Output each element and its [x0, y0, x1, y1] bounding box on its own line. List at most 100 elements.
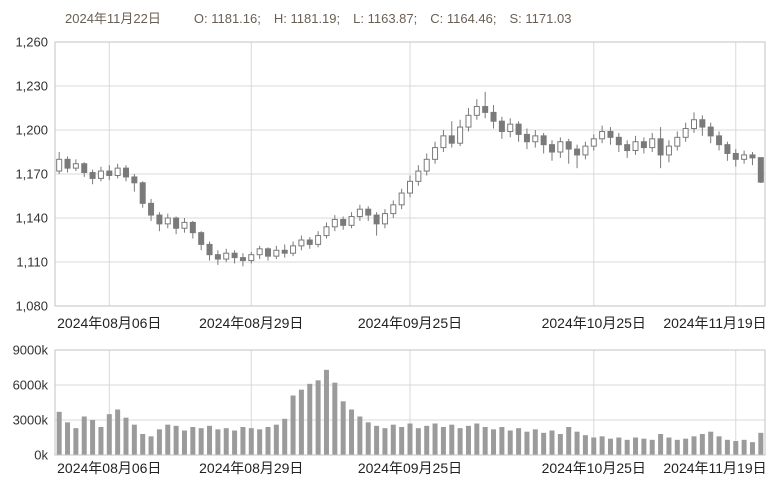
candle-body — [440, 135, 447, 149]
volume-bar — [599, 436, 605, 455]
volume-bar — [449, 424, 455, 455]
volume-bar — [65, 422, 71, 455]
candle-body — [624, 144, 631, 152]
volume-bar — [265, 427, 271, 455]
candle-body — [749, 154, 756, 159]
candle-body — [574, 148, 581, 156]
volume-bar — [424, 425, 430, 455]
volume-bar — [474, 423, 480, 455]
candle-body — [340, 218, 347, 226]
volume-bar — [365, 422, 371, 455]
volume-bar — [582, 435, 588, 455]
volume-bar — [173, 425, 179, 455]
candle-body — [365, 208, 372, 216]
quote-low: L: 1163.87; — [353, 11, 418, 26]
volume-bar — [407, 423, 413, 455]
price-panel-border — [54, 41, 766, 307]
volume-bar — [708, 431, 714, 455]
volume-bar — [257, 429, 263, 455]
candle-body — [599, 130, 606, 140]
candle-body — [323, 226, 330, 237]
candle-body — [457, 126, 464, 144]
volume-axis-label: 0k — [34, 448, 48, 463]
candle-body — [582, 145, 589, 156]
volume-bar — [683, 438, 689, 455]
x-axis-date-label: 2024年09月25日 — [358, 460, 462, 476]
candle-body — [198, 232, 205, 245]
volume-bar — [666, 437, 672, 455]
volume-bar — [349, 409, 355, 455]
volume-bar — [115, 409, 121, 455]
candle-body — [682, 128, 689, 138]
volume-bar — [641, 438, 647, 455]
candle-body — [348, 216, 355, 226]
candle-body — [540, 135, 547, 146]
candle-body — [398, 192, 405, 206]
candlestick-volume-chart[interactable]: 1,260 1,230 1,200 1,170 1,140 1,110 1,080 9000k… — [0, 35, 773, 495]
volume-bar — [457, 428, 463, 455]
volume-bar — [56, 411, 62, 455]
candle-body — [114, 167, 121, 176]
candle-body — [432, 147, 439, 160]
price-axis-label: 1,170 — [15, 167, 48, 182]
candle-body — [757, 157, 764, 183]
candle-body — [390, 204, 397, 215]
volume-bar — [198, 428, 204, 455]
volume-bar — [482, 427, 488, 455]
volume-bar — [298, 389, 304, 455]
candle-body — [306, 239, 313, 245]
x-axis-date-label: 2024年09月25日 — [358, 315, 462, 331]
quote-open: O: 1181.16; — [193, 11, 261, 26]
volume-bar — [282, 418, 288, 455]
candle-body — [515, 123, 522, 135]
candle-body — [523, 133, 530, 143]
candle-body — [532, 135, 539, 143]
x-axis-date-label: 2024年08月06日 — [57, 460, 161, 476]
price-axis-label: 1,110 — [16, 255, 48, 270]
candle-body — [214, 254, 221, 260]
volume-bar — [81, 416, 87, 455]
candle-body — [281, 249, 288, 254]
volume-bar — [491, 429, 497, 455]
volume-bar — [165, 424, 171, 455]
candle-body — [89, 172, 96, 179]
volume-bar — [566, 427, 572, 455]
candle-body — [81, 163, 88, 174]
candle-body — [741, 154, 748, 160]
volume-bar — [758, 432, 764, 455]
candle-body — [482, 106, 489, 113]
volume-bar — [716, 436, 722, 455]
quote-date: 2024年11月22日 — [65, 11, 161, 26]
volume-bar — [223, 428, 229, 455]
candle-body — [148, 202, 155, 216]
volume-bar — [516, 428, 522, 455]
price-axis-label: 1,260 — [15, 35, 48, 50]
candle-body — [373, 214, 380, 225]
volume-bar — [532, 429, 538, 455]
candle-body — [407, 180, 413, 194]
volume-bar — [399, 427, 405, 455]
volume-bar — [733, 441, 739, 455]
candle-body — [657, 138, 664, 156]
x-axis-date-label: 2024年11月19日 — [663, 460, 766, 476]
candle-body — [273, 249, 280, 257]
quote-settlement: S: 1171.03 — [509, 11, 572, 26]
volume-bar — [440, 427, 446, 455]
candle-body — [699, 119, 706, 128]
x-axis-date-label: 2024年08月29日 — [199, 460, 303, 476]
candle-body — [265, 248, 271, 257]
candle-body — [557, 141, 564, 153]
volume-bar — [658, 434, 664, 455]
volume-bar — [557, 434, 563, 455]
candle-body — [231, 252, 238, 259]
volume-bar — [123, 417, 129, 455]
candle-body — [256, 248, 263, 256]
volume-bar — [624, 439, 630, 455]
candle-body — [381, 213, 388, 225]
candle-body — [716, 135, 723, 146]
volume-bar — [607, 438, 613, 455]
candle-body — [415, 170, 422, 182]
candle-body — [97, 170, 104, 179]
candle-body — [507, 123, 514, 132]
volume-bar — [232, 430, 238, 455]
